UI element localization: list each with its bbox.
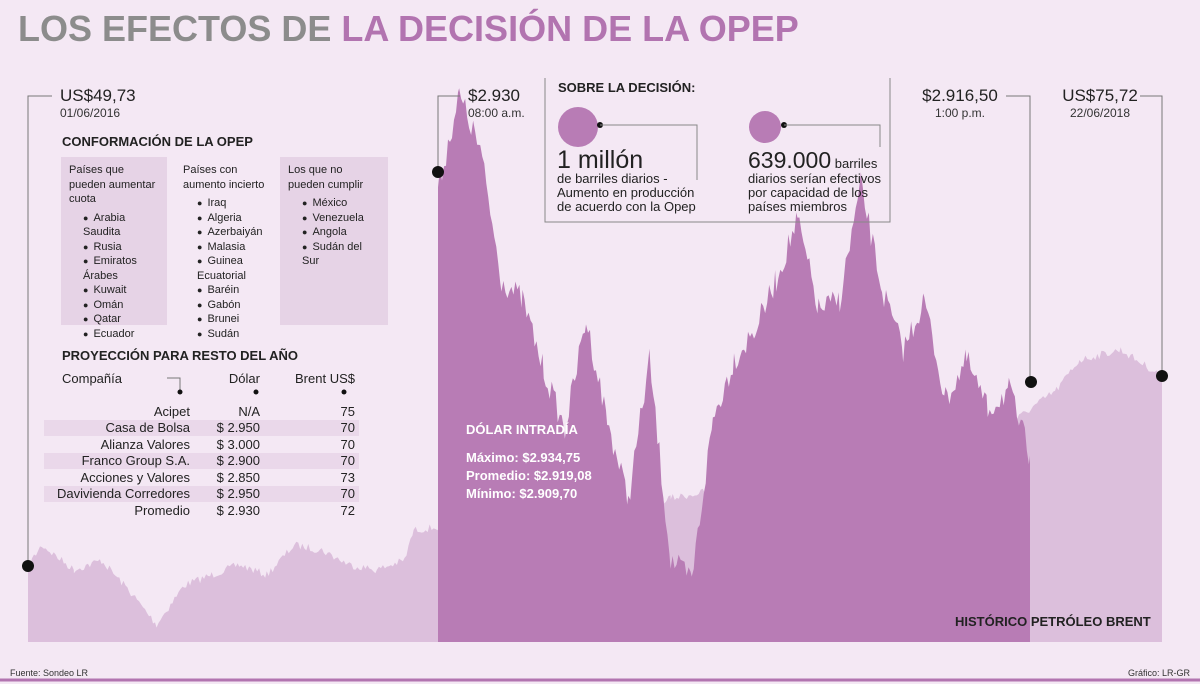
- leader-dollar-open: [437, 95, 460, 172]
- table-header: Compañía Dólar Brent US$: [62, 370, 355, 386]
- group-heading: Países con aumento incierto: [183, 164, 265, 191]
- dollar-box: DÓLAR INTRADÍA Máximo: $2.934,75 Promedi…: [466, 422, 592, 501]
- marker-start: [22, 560, 34, 572]
- leader-dollar-close: [1006, 95, 1031, 382]
- projection-title: PROYECCIÓN PARA RESTO DEL AÑO: [62, 348, 298, 363]
- bubble-1-millon: [558, 107, 598, 147]
- leader-start: [27, 95, 52, 566]
- list-item: Gabón: [197, 298, 267, 313]
- annotation-dollar-open: $2.930 08:00 a.m.: [468, 86, 525, 120]
- table-row: Alianza Valores $ 3.000 70: [44, 436, 359, 453]
- group-heading: Los que no pueden cumplir: [288, 164, 364, 191]
- list-item: Ecuador: [83, 327, 159, 342]
- list-item: Azerbaiyán: [197, 225, 267, 240]
- decision-right: 639.000 barriles diarios serían efectivo…: [748, 147, 881, 214]
- cell: Casa de Bolsa: [44, 419, 194, 436]
- projection-table: Compañía Dólar Brent US$ Acipet N/A 75 Casa…: [44, 370, 359, 519]
- table-row: Casa de Bolsa $ 2.950 70: [44, 419, 359, 436]
- list-item: Sudán: [197, 327, 267, 342]
- marker-dollar-close: [1025, 376, 1037, 388]
- annotation-start: US$49,73 01/06/2016: [60, 86, 136, 120]
- list-item: Brunei: [197, 312, 267, 327]
- marker-end: [1156, 370, 1168, 382]
- list-item: Qatar: [83, 312, 159, 327]
- table-row: Acciones y Valores $ 2.850 73: [44, 469, 359, 486]
- cell: Promedio: [134, 502, 190, 518]
- cell: $ 2.950: [194, 419, 264, 436]
- cell: 70: [340, 436, 355, 452]
- list-item: Baréin: [197, 283, 267, 298]
- list-item: México: [302, 196, 380, 211]
- cell: $ 2.900: [194, 452, 264, 469]
- cell: Alianza Valores: [100, 436, 190, 452]
- list-item: Kuwait: [83, 283, 159, 298]
- table-row: Franco Group S.A. $ 2.900 70: [44, 452, 359, 469]
- opep-title: CONFORMACIÓN DE LA OPEP: [62, 134, 253, 149]
- cell: 70: [264, 485, 359, 502]
- cell: Acipet: [153, 403, 190, 419]
- dollar-series: [438, 88, 1030, 643]
- cell: 72: [340, 502, 355, 518]
- cell: 73: [340, 469, 355, 485]
- opep-group: Los que no pueden cumplir MéxicoVenezuela…: [280, 157, 388, 325]
- list-item: Malasia: [197, 240, 267, 255]
- list-item: Sudán del Sur: [302, 240, 380, 269]
- marker-dollar-open: [432, 166, 444, 178]
- dollar-area: [438, 88, 1030, 643]
- list-item: Arabia Saudita: [83, 211, 159, 240]
- annotation-end: US$75,72 22/06/2018: [1062, 86, 1138, 120]
- bubble-639000: [749, 111, 781, 143]
- credit: Gráfico: LR-GR: [1127, 668, 1190, 678]
- list-item: Venezuela: [302, 211, 380, 226]
- list-item: Angola: [302, 225, 380, 240]
- cell: N/A: [238, 403, 260, 419]
- list-item: Emiratos Árabes: [83, 254, 159, 283]
- group-heading: Países que pueden aumentar cuota: [69, 164, 156, 205]
- decision-title: SOBRE LA DECISIÓN:: [558, 80, 696, 95]
- cell: $ 2.850: [216, 469, 260, 485]
- leader-end: [1140, 95, 1163, 376]
- brent-label: HISTÓRICO PETRÓLEO BRENT: [955, 614, 1151, 629]
- cell: $ 3.000: [216, 436, 260, 452]
- annotation-dollar-close: $2.916,50 1:00 p.m.: [922, 86, 998, 120]
- cell: Davivienda Corredores: [44, 485, 194, 502]
- cell: $ 2.930: [216, 502, 260, 518]
- list-item: Algeria: [197, 211, 267, 226]
- cell: 70: [264, 452, 359, 469]
- opep-group: Países que pueden aumentar cuota Arabia S…: [61, 157, 167, 340]
- cell: Acciones y Valores: [80, 469, 190, 485]
- decision-left: 1 millón de barriles diarios - Aumento e…: [557, 146, 696, 214]
- cell: 75: [340, 403, 355, 419]
- opep-group: Países con aumento incierto IraqAlgeriaAz…: [175, 157, 275, 340]
- table-row: Acipet N/A 75: [44, 403, 359, 420]
- table-row: Promedio $ 2.930 72: [44, 502, 359, 519]
- list-item: Guinea Ecuatorial: [197, 254, 267, 283]
- page-title: LOS EFECTOS DE LA DECISIÓN DE LA OPEP: [18, 8, 799, 49]
- cell: $ 2.950: [194, 485, 264, 502]
- list-item: Omán: [83, 298, 159, 313]
- cell: 70: [264, 419, 359, 436]
- list-item: Rusia: [83, 240, 159, 255]
- opep-groups: Países que pueden aumentar cuota Arabia S…: [61, 157, 388, 340]
- source: Fuente: Sondeo LR: [10, 668, 89, 678]
- decision-frame: [544, 78, 891, 223]
- cell: Franco Group S.A.: [44, 452, 194, 469]
- list-item: Iraq: [197, 196, 267, 211]
- table-row: Davivienda Corredores $ 2.950 70: [44, 485, 359, 502]
